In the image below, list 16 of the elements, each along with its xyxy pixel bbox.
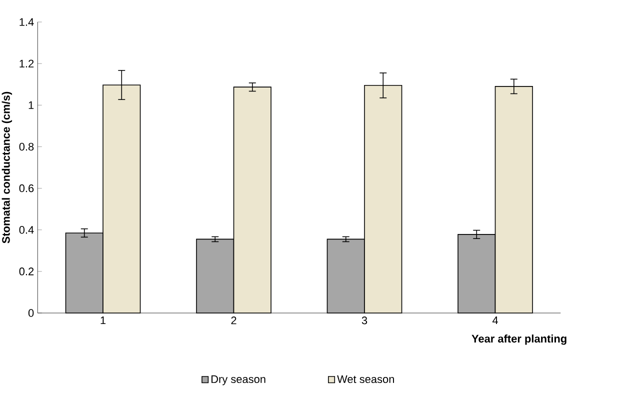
y-tick-label: 1.4 [20, 18, 34, 26]
x-tick-label: 1 [100, 316, 106, 324]
y-tick-label: 0.2 [19, 268, 34, 276]
y-tick-label: 0.6 [19, 184, 34, 192]
x-tick-label: 2 [231, 316, 236, 324]
y-tick-label: 0.8 [19, 142, 34, 151]
y-axis-title: Stomatal conductance (cm/s) [2, 92, 12, 244]
y-tick-label: 1 [28, 101, 34, 109]
y-tick-label: 0.4 [19, 226, 34, 234]
legend-label: Wet season [337, 375, 394, 384]
y-tick-label: 1.2 [20, 60, 34, 68]
x-axis-title: Year after planting [472, 334, 566, 345]
legend-label: Dry season [211, 375, 266, 386]
x-tick-label: 3 [362, 316, 368, 324]
x-tick-label: 4 [492, 316, 498, 324]
y-tick-label: 0 [28, 309, 34, 317]
